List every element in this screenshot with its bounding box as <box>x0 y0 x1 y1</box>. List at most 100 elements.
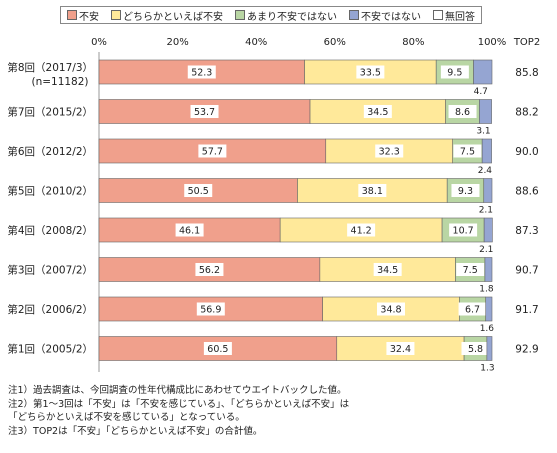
bar-segment <box>483 217 493 243</box>
x-tick-label: 80% <box>402 37 424 48</box>
data-label-box <box>196 302 225 316</box>
data-label: 52.3 <box>191 68 212 79</box>
x-tick-label: 60% <box>324 37 346 48</box>
data-label-box <box>449 223 478 237</box>
data-label: 57.7 <box>202 147 223 158</box>
top2-value: 88.2 <box>515 107 538 119</box>
data-label-box <box>453 144 482 158</box>
data-label-box <box>356 65 385 79</box>
data-label-box <box>375 144 404 158</box>
data-label: 41.2 <box>351 226 372 237</box>
legend-label: 無回答 <box>445 11 475 23</box>
legend-swatch <box>433 10 443 20</box>
data-label: 10.7 <box>453 226 474 237</box>
data-label: 38.1 <box>362 186 383 197</box>
data-label: 4.7 <box>474 87 488 97</box>
legend-label: 不安ではない <box>361 11 421 23</box>
legend: 不安 どちらかといえば不安 あまり不安ではない 不安ではない 無回答 <box>60 6 482 24</box>
note-3: 「どちらかといえば不安を感じている」となっている。 <box>8 412 245 423</box>
data-label: 2.4 <box>478 166 493 176</box>
top2-value: 92.9 <box>515 344 538 356</box>
data-label: 2.1 <box>479 245 493 255</box>
data-label: 32.4 <box>390 344 411 355</box>
legend-swatch <box>111 10 121 20</box>
data-label-box <box>347 223 376 237</box>
legend-item: あまり不安ではない <box>235 8 337 23</box>
legend-swatch <box>349 10 359 20</box>
data-label-box <box>376 302 405 316</box>
x-tick-label: 20% <box>166 37 188 48</box>
x-tick-label: 100% <box>478 37 507 48</box>
data-label-box <box>448 105 477 118</box>
data-label: 2.1 <box>479 206 493 216</box>
data-label: 32.3 <box>379 147 400 158</box>
data-label-box <box>373 263 402 276</box>
data-label: 50.5 <box>188 186 209 197</box>
data-label: 33.5 <box>360 68 381 79</box>
data-label: 1.3 <box>480 364 494 374</box>
category-label: 第2回（2006/2） <box>7 303 93 316</box>
bar-segment <box>98 99 311 124</box>
data-label-box <box>358 184 387 197</box>
category-label: 第4回（2008/2） <box>7 224 93 237</box>
data-label: 3.1 <box>476 127 490 137</box>
legend-item: 不安 <box>67 8 99 23</box>
x-tick-label: 0% <box>91 37 107 48</box>
data-label: 1.8 <box>479 285 494 295</box>
data-label: 60.5 <box>207 344 228 355</box>
top2-value: 88.6 <box>515 186 539 198</box>
top2-value: 85.8 <box>515 67 538 79</box>
x-tick-label: 40% <box>245 37 267 48</box>
top2-value: 87.3 <box>515 225 538 237</box>
data-label: 9.5 <box>447 68 462 79</box>
legend-item: 不安ではない <box>349 8 421 23</box>
legend-label: どちらかといえば不安 <box>123 11 223 23</box>
bar-segment <box>484 257 493 282</box>
top2-value: 90.0 <box>515 146 538 158</box>
data-label-box <box>184 184 213 197</box>
data-label: 8.6 <box>455 107 470 118</box>
bar-segment <box>486 336 493 361</box>
data-label-box <box>203 342 232 355</box>
data-label-box <box>458 302 487 316</box>
data-label-box <box>440 65 469 79</box>
data-label-box <box>190 105 219 118</box>
legend-item: どちらかといえば不安 <box>111 8 223 23</box>
category-label: 第1回（2005/2） <box>7 343 93 356</box>
data-label: 6.7 <box>465 305 480 316</box>
legend-item: 無回答 <box>433 8 475 23</box>
category-label: 第7回（2015/2） <box>7 106 93 119</box>
data-label-box <box>451 184 480 197</box>
data-label: 5.8 <box>468 344 483 355</box>
legend-swatch <box>235 10 245 20</box>
data-label-box <box>198 144 227 158</box>
bar-segment <box>481 138 492 164</box>
data-label-box <box>456 263 485 276</box>
data-label-box <box>187 65 216 79</box>
data-label: 56.9 <box>200 305 221 316</box>
bar-segment <box>473 59 493 85</box>
legend-label: 不安 <box>79 11 99 23</box>
top2-header: TOP2 <box>513 37 540 48</box>
data-label-box <box>175 223 204 237</box>
note-4: 注3）TOP2は「不安」「どちらかといえば不安」の合計値。 <box>8 425 263 437</box>
data-label: 9.3 <box>458 186 473 197</box>
category-sublabel: (n=11182) <box>31 76 88 88</box>
data-label: 56.2 <box>199 265 220 276</box>
data-label-box <box>363 105 392 118</box>
stacked-bar-chart: 0% 20% 40% 60% 80% 100% TOP2 第8回（2017/3） (n=1118… <box>7 37 540 374</box>
legend-swatch <box>67 10 77 20</box>
data-label: 1.6 <box>480 324 495 334</box>
data-label: 34.8 <box>380 305 401 316</box>
category-label: 第3回（2007/2） <box>7 264 93 277</box>
data-label-box <box>386 342 415 355</box>
legend-label: あまり不安ではない <box>247 11 337 23</box>
data-label: 53.7 <box>194 107 215 118</box>
data-label-box <box>195 263 224 276</box>
category-label: 第6回（2012/2） <box>7 145 93 158</box>
notes: 注1）過去調査は、今回調査の性年代構成比にあわせてウエイトバックした値。 注2）… <box>8 384 349 438</box>
note-1: 注1）過去調査は、今回調査の性年代構成比にあわせてウエイトバックした値。 <box>8 385 347 396</box>
bar-segment <box>483 178 493 203</box>
bar-segment <box>485 296 493 322</box>
note-2: 注2）第1～3回は「不安」は「不安を感じている」、「どちらかといえば不安」は <box>8 398 350 410</box>
